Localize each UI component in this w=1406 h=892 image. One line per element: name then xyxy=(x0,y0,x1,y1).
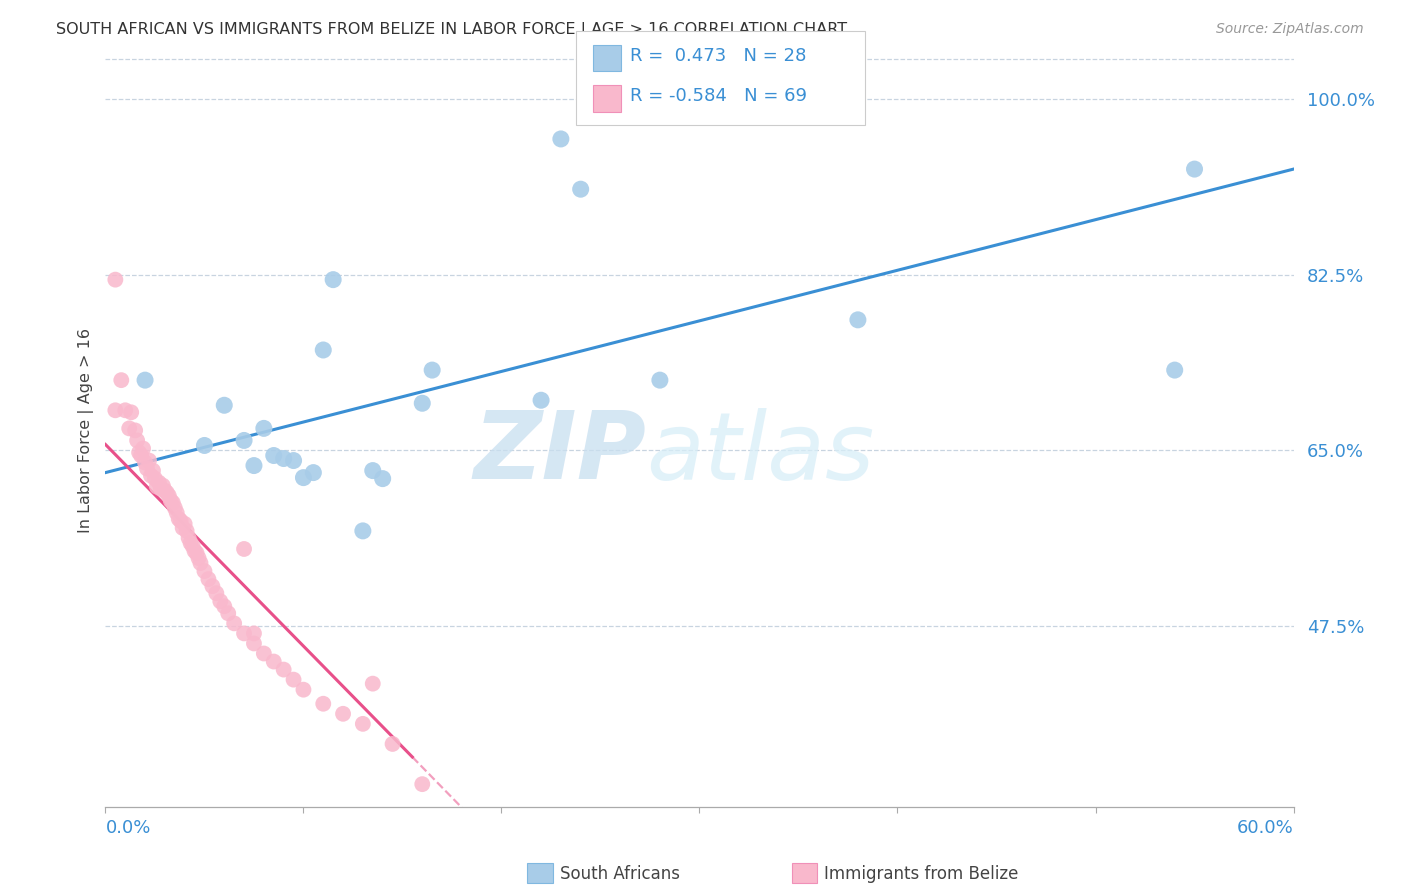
Text: 60.0%: 60.0% xyxy=(1237,819,1294,837)
Point xyxy=(143,472,166,486)
Point xyxy=(420,363,443,377)
Point xyxy=(243,458,266,473)
Point xyxy=(190,556,212,570)
Point xyxy=(371,472,394,486)
Point xyxy=(253,421,276,435)
Point xyxy=(186,546,208,560)
Point xyxy=(128,445,150,459)
Point xyxy=(233,434,256,448)
Point xyxy=(162,496,184,510)
Point xyxy=(217,607,239,621)
Point xyxy=(569,182,592,196)
Point xyxy=(146,480,169,494)
Point xyxy=(361,676,384,690)
Point xyxy=(173,516,195,531)
Point xyxy=(283,673,305,687)
Point xyxy=(176,524,198,538)
Point xyxy=(114,403,136,417)
Point xyxy=(183,544,205,558)
Point xyxy=(104,273,127,287)
Text: atlas: atlas xyxy=(645,408,875,499)
Point xyxy=(138,453,160,467)
Point xyxy=(104,403,127,417)
Point xyxy=(187,551,209,566)
Point xyxy=(177,531,200,545)
Point xyxy=(312,697,335,711)
Point xyxy=(1184,162,1206,177)
Point xyxy=(127,434,149,448)
Point xyxy=(1164,363,1187,377)
Point xyxy=(352,524,374,538)
Point xyxy=(224,616,246,631)
Point xyxy=(243,636,266,650)
Point xyxy=(214,599,236,614)
Point xyxy=(233,626,256,640)
Point xyxy=(648,373,671,387)
Point xyxy=(193,564,215,578)
Point xyxy=(846,313,869,327)
Point xyxy=(253,647,276,661)
Point xyxy=(312,343,335,357)
Point xyxy=(153,483,176,498)
Point xyxy=(273,663,295,677)
Point xyxy=(197,572,219,586)
Point xyxy=(263,655,285,669)
Point xyxy=(322,273,344,287)
Point xyxy=(167,512,190,526)
Point xyxy=(149,482,172,496)
Text: SOUTH AFRICAN VS IMMIGRANTS FROM BELIZE IN LABOR FORCE | AGE > 16 CORRELATION CH: SOUTH AFRICAN VS IMMIGRANTS FROM BELIZE … xyxy=(56,22,848,38)
Point xyxy=(209,594,232,608)
Point xyxy=(148,475,170,490)
Point xyxy=(205,586,228,600)
Point xyxy=(361,464,384,478)
Point xyxy=(273,451,295,466)
Point xyxy=(156,485,179,500)
Text: R = -0.584   N = 69: R = -0.584 N = 69 xyxy=(630,87,807,105)
Text: Source: ZipAtlas.com: Source: ZipAtlas.com xyxy=(1216,22,1364,37)
Point xyxy=(129,449,152,463)
Point xyxy=(214,398,236,412)
Text: R =  0.473   N = 28: R = 0.473 N = 28 xyxy=(630,47,806,65)
Point xyxy=(332,706,354,721)
Point xyxy=(134,456,156,470)
Point xyxy=(352,716,374,731)
Point xyxy=(530,393,553,408)
Point xyxy=(201,579,224,593)
Point xyxy=(283,453,305,467)
Point xyxy=(110,373,132,387)
Text: ZIP: ZIP xyxy=(474,407,645,499)
Point xyxy=(411,396,433,410)
Point xyxy=(302,466,325,480)
Point xyxy=(120,405,142,419)
Point xyxy=(170,514,193,528)
Point xyxy=(181,539,204,553)
Point xyxy=(381,737,404,751)
Point xyxy=(163,500,186,515)
Point xyxy=(142,464,165,478)
Point xyxy=(550,132,572,146)
Point xyxy=(411,777,433,791)
Point xyxy=(136,461,159,475)
Point xyxy=(166,506,188,520)
Point xyxy=(157,489,180,503)
Point xyxy=(292,470,315,484)
Point xyxy=(243,626,266,640)
Point xyxy=(124,424,146,438)
Point xyxy=(193,438,215,452)
Point xyxy=(134,373,156,387)
Point xyxy=(233,541,256,556)
Point xyxy=(263,449,285,463)
Text: South Africans: South Africans xyxy=(560,865,679,883)
Point xyxy=(292,682,315,697)
Text: 0.0%: 0.0% xyxy=(105,819,150,837)
Point xyxy=(132,442,155,456)
Point xyxy=(152,478,174,492)
Point xyxy=(172,521,194,535)
Text: Immigrants from Belize: Immigrants from Belize xyxy=(824,865,1018,883)
Point xyxy=(139,468,162,483)
Point xyxy=(159,493,181,508)
Point xyxy=(118,421,141,435)
Y-axis label: In Labor Force | Age > 16: In Labor Force | Age > 16 xyxy=(79,328,94,533)
Point xyxy=(180,536,202,550)
